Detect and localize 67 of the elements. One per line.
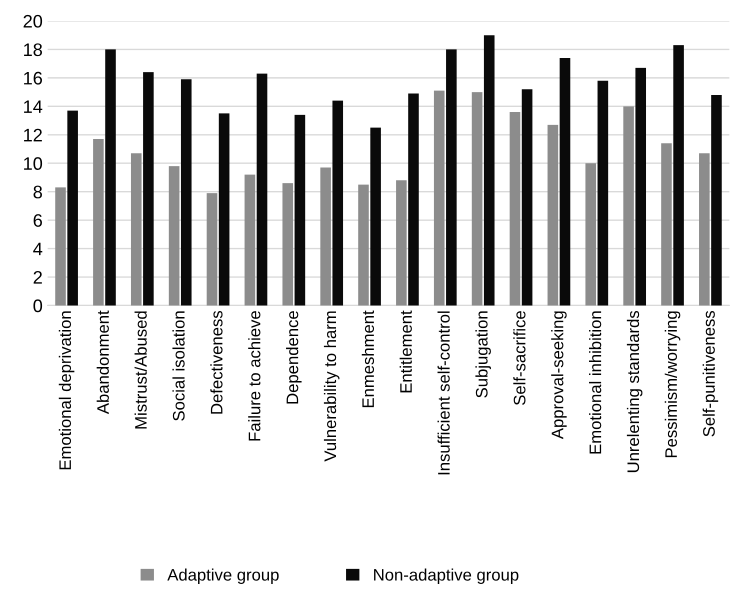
bar [218,113,230,306]
bar [408,94,419,306]
bar [522,89,532,306]
y-tick-label: 6 [34,214,42,227]
y-tick-label: 0 [33,299,42,312]
bar [244,174,256,306]
bar [548,124,558,306]
bar [294,114,306,306]
x-tick-label: Failure to achieve [248,311,260,441]
bar [396,180,407,306]
x-tick-label: Insufficient self-control [438,311,450,474]
y-tick-label: 12 [24,128,42,142]
bar [256,74,268,306]
x-tick-label: Vulnerability to harm [324,311,340,462]
y-tick-label: 14 [24,100,42,113]
bar [130,153,142,306]
x-tick-label: Self-sacrifice [513,311,526,405]
y-tick-label: 20 [24,14,42,28]
bar [699,153,710,306]
bar [673,45,684,306]
x-tick-label: Unrelenting standards [626,310,642,472]
bar [370,128,381,306]
x-tick-label: Pessimism/worrying [664,311,680,458]
x-tick-label: Subjugation [475,311,491,398]
x-tick-label: Self-punitiveness [702,310,718,437]
y-tick-label: 10 [24,157,42,170]
bar [282,183,294,306]
bar [358,184,369,306]
y-tick-label: 8 [34,186,42,198]
bar [93,139,104,306]
bar [143,72,154,306]
x-tick-label: Dependence [286,311,302,404]
y-tick-label: 4 [33,242,42,256]
y-tick-label: 18 [24,43,42,56]
bar [332,100,344,306]
y-tick-label: 16 [24,72,42,85]
x-tick-label: Mistrust/Abused [134,311,147,428]
bar [180,79,192,306]
bar [105,49,116,306]
x-tick-label: Approval-seeking [551,311,567,440]
bar [434,90,445,306]
y-tick-label: 2 [34,270,42,284]
bar [168,166,180,306]
bar [510,112,520,306]
x-tick-label: Enmeshment [362,310,374,408]
legend-label: Non-adaptive group [374,568,518,584]
bar [206,193,218,306]
bar [560,58,570,306]
bar [661,143,672,306]
bar [623,106,634,306]
x-tick-label: Social isolation [172,311,185,421]
bar [484,35,495,306]
x-tick-label: Emotional inhibition [589,311,602,454]
bar [472,92,482,306]
bar [446,49,457,306]
bar [598,80,608,306]
x-tick-label: Emotional deprivation [58,311,74,470]
legend-label: Adaptive group [167,568,279,584]
bar [67,110,78,306]
bar [320,167,331,306]
bar [711,94,722,306]
bar [635,68,646,306]
bar [585,163,596,306]
x-tick-label: Entitlement [400,310,412,392]
x-tick-label: Defectiveness [210,310,223,414]
x-tick-label: Abandonment [96,310,109,414]
bar [55,187,66,306]
